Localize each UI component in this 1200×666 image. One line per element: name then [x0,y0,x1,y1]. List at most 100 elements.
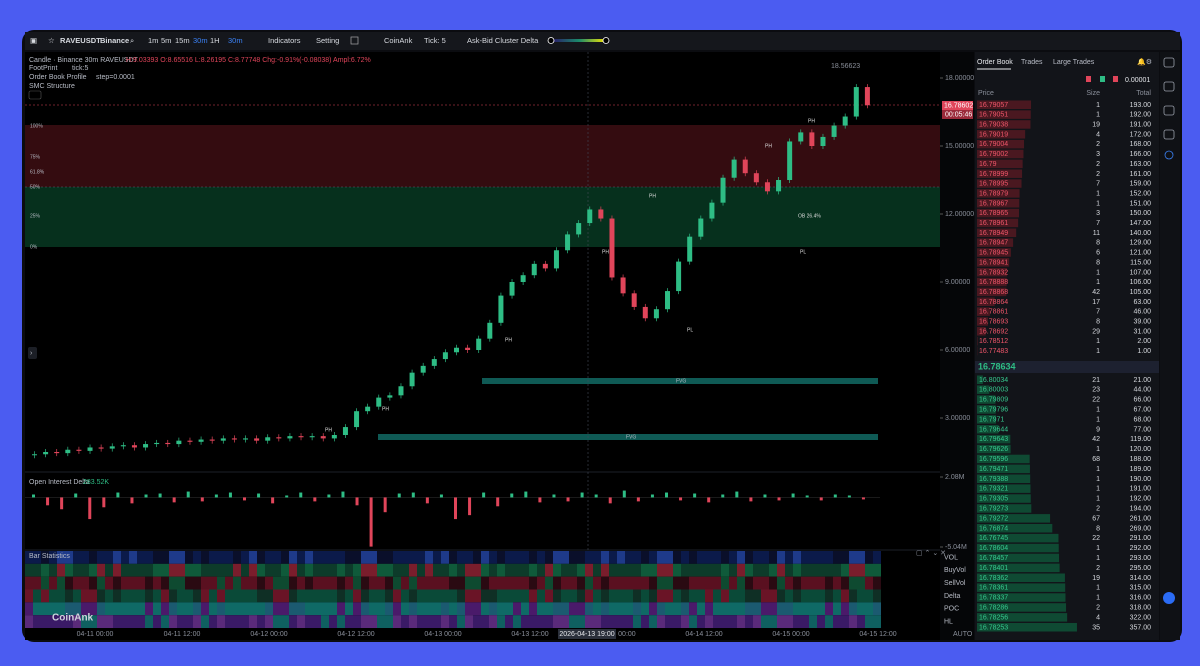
pane-controls[interactable]: ▢ ⌃ ⌄ ✕ [916,549,946,557]
auto-button[interactable]: AUTO [953,631,973,638]
heat-cell [753,576,761,590]
bar-stats-row-label: Delta [944,593,960,600]
indicators-button[interactable]: Indicators [268,36,301,45]
oi-bar [468,497,472,516]
heat-cell [617,589,625,603]
heat-cell [185,576,193,590]
asks-price: 16.79038 [979,122,1008,129]
side-icon[interactable] [1163,129,1175,140]
heat-cell [713,576,721,590]
structure-label: PH [765,143,772,149]
candle-body [198,439,204,442]
heat-cell [577,615,585,628]
interval-button[interactable]: 30m [193,36,208,45]
asks-price: 16.78999 [979,171,1008,178]
source-button[interactable]: CoinAnk [384,36,413,45]
heat-cell [105,589,113,603]
candle-body [32,454,37,456]
heat-cell [209,563,217,577]
asks-depth-bar [977,287,1007,297]
oi-bar [510,493,514,498]
search-icon[interactable]: ⌕ [130,36,134,45]
favorite-icon[interactable]: ☆ [48,36,55,45]
heat-cell [777,551,785,564]
heat-cell [641,589,649,603]
heat-cell [33,615,41,628]
heat-cell [289,576,297,590]
precision-select[interactable]: 0.00001 [1125,77,1150,84]
countdown: 00:05:46 [945,111,972,118]
interval-button[interactable]: 15m [175,36,190,45]
scale-handle[interactable] [602,37,610,44]
heat-cell [793,563,801,577]
bids-size: 1 [1096,496,1100,503]
heat-cell [457,563,465,577]
scale-handle[interactable] [547,37,555,44]
candle-body [220,438,226,441]
setting-button[interactable]: Setting [316,36,339,45]
heat-cell [585,551,593,564]
bids-total: 261.00 [1130,515,1152,522]
tab[interactable]: Trades [1021,59,1043,66]
checkbox[interactable] [350,36,359,45]
bids-depth-bar [977,444,1011,454]
heat-cell [297,551,305,564]
heat-cell [425,602,433,616]
bids-size: 1 [1096,407,1100,414]
heat-cell [305,589,313,603]
ai-button[interactable] [1163,592,1175,604]
heat-cell [825,563,833,577]
tab-active[interactable]: Order Book [977,59,1013,66]
interval-button[interactable]: 5m [161,36,171,45]
heat-cell [641,563,649,577]
heat-cell [489,576,497,590]
color-scale[interactable] [552,39,606,42]
heat-cell [185,563,193,577]
expand-icon[interactable]: › [30,350,33,357]
heat-cell [513,615,521,628]
interval-button[interactable]: 1H [210,36,220,45]
heat-cell [137,615,145,628]
side-icon[interactable] [1163,57,1175,68]
bids-total: 77.00 [1133,426,1151,433]
bids-price: 16.7971 [979,416,1004,423]
asks-total: 166.00 [1130,151,1152,158]
heat-cell [209,551,217,564]
heat-cell [785,615,793,628]
heat-cell [129,563,137,577]
side-icon[interactable] [1163,81,1175,92]
bar-stats-title: Bar Statistics [29,553,70,560]
symbol[interactable]: RAVEUSDT [60,36,101,45]
heat-cell [577,576,585,590]
heat-cell [633,602,641,616]
heat-cell [153,615,161,628]
asks-price: 16.78693 [979,319,1008,326]
exchange[interactable]: Binance [100,36,129,45]
heat-cell [377,563,385,577]
heat-cell [369,602,377,616]
bids-depth-bar [977,603,1067,612]
side-icon[interactable] [1163,105,1175,116]
heat-cell [169,602,177,616]
view-asks[interactable] [1113,76,1118,82]
interval-selected[interactable]: 30m [228,36,243,45]
interval-button[interactable]: 1m [148,36,158,45]
share-icon[interactable] [1164,150,1174,160]
cluster-button[interactable]: Ask-Bid Cluster Delta [467,36,539,45]
asks-size: 7 [1096,309,1100,316]
heat-cell [489,602,497,616]
collapse-button[interactable] [28,90,42,100]
bids-size: 4 [1096,614,1100,621]
bar-stats-row-label: SellVol [944,580,966,587]
menu-icon[interactable]: ▣ [30,36,37,45]
tab[interactable]: Large Trades [1053,59,1095,66]
oi-bar [46,497,50,506]
panel-icons[interactable]: 🔔⚙ [1137,57,1152,66]
heat-cell [25,551,33,564]
heat-cell [233,576,241,590]
tick-button[interactable]: Tick: 5 [424,36,446,45]
oi-bar [327,494,331,498]
expand-button[interactable] [28,347,37,359]
view-both[interactable] [1086,76,1091,82]
view-bids[interactable] [1100,76,1105,82]
